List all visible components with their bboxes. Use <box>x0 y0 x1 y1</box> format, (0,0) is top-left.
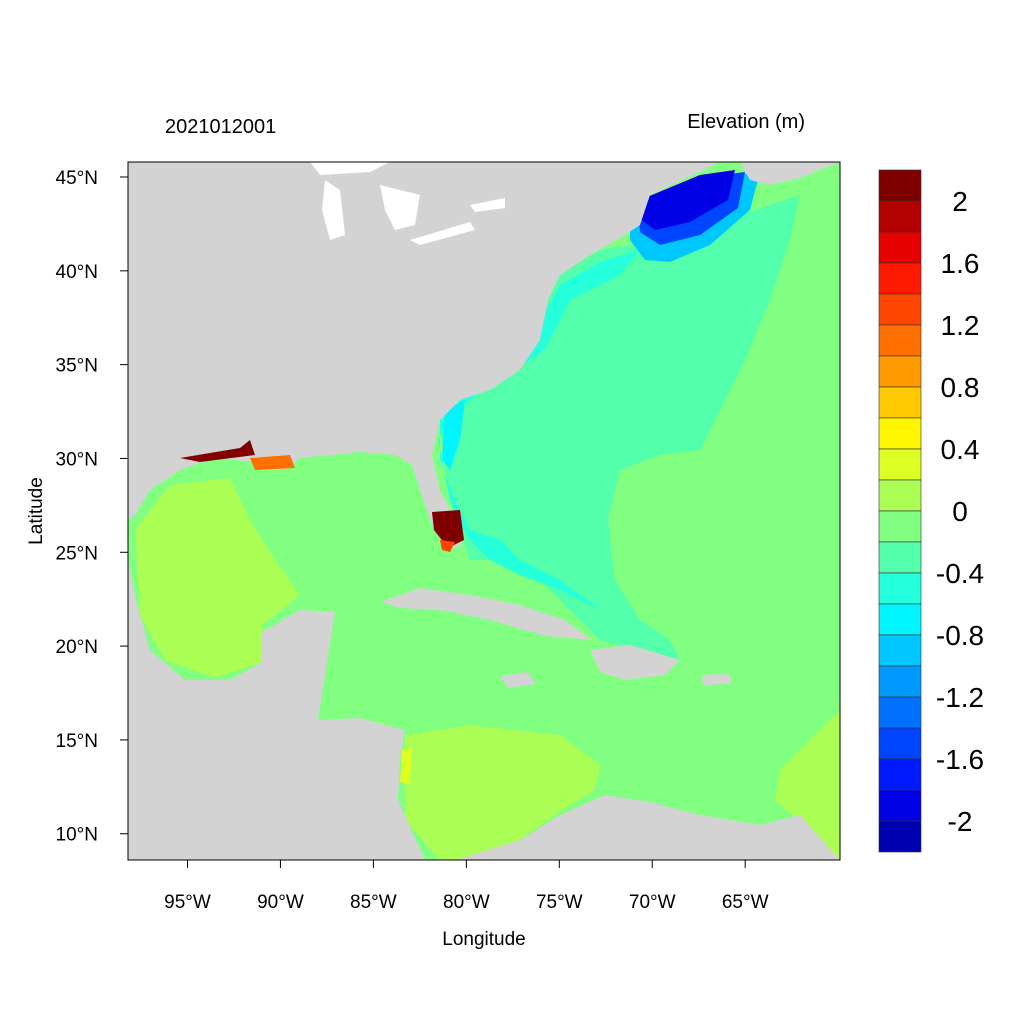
colorbar-bin <box>878 169 922 202</box>
x-tick-label: 65°W <box>722 892 769 913</box>
y-tick-label: 35°N <box>56 356 98 377</box>
colorbar-bin <box>878 448 922 481</box>
colorbar-label: 2 <box>952 186 968 217</box>
land-nova-scotia <box>740 162 840 185</box>
region-florida-bay-1 <box>440 540 455 552</box>
x-tick-label: 95°W <box>164 892 211 913</box>
y-tick-label: 45°N <box>56 168 98 189</box>
colorbar-bin <box>878 293 922 326</box>
y-tick-label: 15°N <box>56 731 98 752</box>
colorbar-bin <box>878 758 922 791</box>
y-tick-label: 25°N <box>56 543 98 564</box>
x-axis-label: Longitude <box>442 929 525 950</box>
colorbar-bin <box>878 324 922 357</box>
colorbar-bin <box>878 603 922 636</box>
colorbar-bin <box>878 417 922 450</box>
colorbar-bin <box>878 696 922 729</box>
x-axis: 95°W 90°W 85°W 80°W 75°W 70°W 65°W <box>164 860 769 913</box>
colorbar-label: -1.6 <box>936 744 984 775</box>
lake-michigan <box>322 180 345 240</box>
colorbar-bin <box>878 479 922 512</box>
land-cuba <box>380 588 592 640</box>
x-tick-label: 85°W <box>350 892 397 913</box>
land-south-america <box>455 795 840 860</box>
colorbar-bin <box>878 355 922 388</box>
region-east-caribbean-0.1 <box>775 710 840 860</box>
region-louisiana-coast-2 <box>180 440 255 462</box>
land-jamaica <box>500 672 536 688</box>
colorbar: 2 1.6 1.2 0.8 0.4 0 -0.4 -0.8 -1.2 -1.6 -2 <box>878 169 984 853</box>
x-tick-label: 75°W <box>536 892 583 913</box>
y-tick-label: 10°N <box>56 825 98 846</box>
x-tick-label: 80°W <box>443 892 490 913</box>
colorbar-bin <box>878 510 922 543</box>
land-puerto-rico <box>702 674 731 685</box>
colorbar-bin <box>878 572 922 605</box>
colorbar-bin <box>878 665 922 698</box>
colorbar-label: 0.4 <box>941 434 980 465</box>
land-mexico-central-america <box>128 560 425 860</box>
region-gulf-of-maine-minus-2 <box>640 170 735 230</box>
colorbar-label: 0 <box>952 496 968 527</box>
colorbar-bin <box>878 541 922 574</box>
colorbar-bin <box>878 634 922 667</box>
colorbar-bin <box>878 727 922 760</box>
colorbar-label: -1.2 <box>936 682 984 713</box>
colorbar-bin <box>878 386 922 419</box>
lake-erie <box>410 222 475 245</box>
y-tick-label: 30°N <box>56 449 98 470</box>
y-tick-label: 20°N <box>56 637 98 658</box>
region-western-gulf-0.1 <box>135 478 300 678</box>
plot-frame <box>127 161 841 861</box>
region-honduras-coast-0.3 <box>400 748 412 785</box>
colorbar-label: -0.8 <box>936 620 984 651</box>
y-tick-label: 40°N <box>56 262 98 283</box>
lake-huron <box>380 185 420 230</box>
colorbar-label: 1.6 <box>941 248 980 279</box>
map-panel[interactable] <box>128 162 840 860</box>
colorbar-label: 0.8 <box>941 372 980 403</box>
time-stamp-title: 2021012001 <box>165 116 276 138</box>
y-axis-label: Latitude <box>26 477 47 545</box>
colorbar-bin <box>878 231 922 264</box>
colorbar-bin <box>878 262 922 295</box>
x-tick-label: 90°W <box>257 892 304 913</box>
colorbar-label: -0.4 <box>936 558 984 589</box>
colorbar-bin <box>878 789 922 822</box>
colorbar-bin <box>878 820 922 853</box>
variable-title: Elevation (m) <box>687 111 805 133</box>
region-louisiana-coast-1 <box>250 455 295 470</box>
lake-ontario <box>470 198 505 212</box>
region-georgia-bight-minus-0.7 <box>442 400 465 470</box>
region-south-florida-2 <box>432 510 464 548</box>
land-hispaniola <box>590 645 680 680</box>
y-axis: 45°N 40°N 35°N 30°N 25°N 20°N 15°N 10°N <box>56 168 128 846</box>
colorbar-label: 1.2 <box>941 310 980 341</box>
x-tick-label: 70°W <box>629 892 676 913</box>
land-north-america <box>128 162 720 550</box>
lake-superior <box>310 162 390 175</box>
region-caribbean-0.1 <box>405 725 600 860</box>
colorbar-bin <box>878 200 922 233</box>
colorbar-label: -2 <box>948 806 973 837</box>
